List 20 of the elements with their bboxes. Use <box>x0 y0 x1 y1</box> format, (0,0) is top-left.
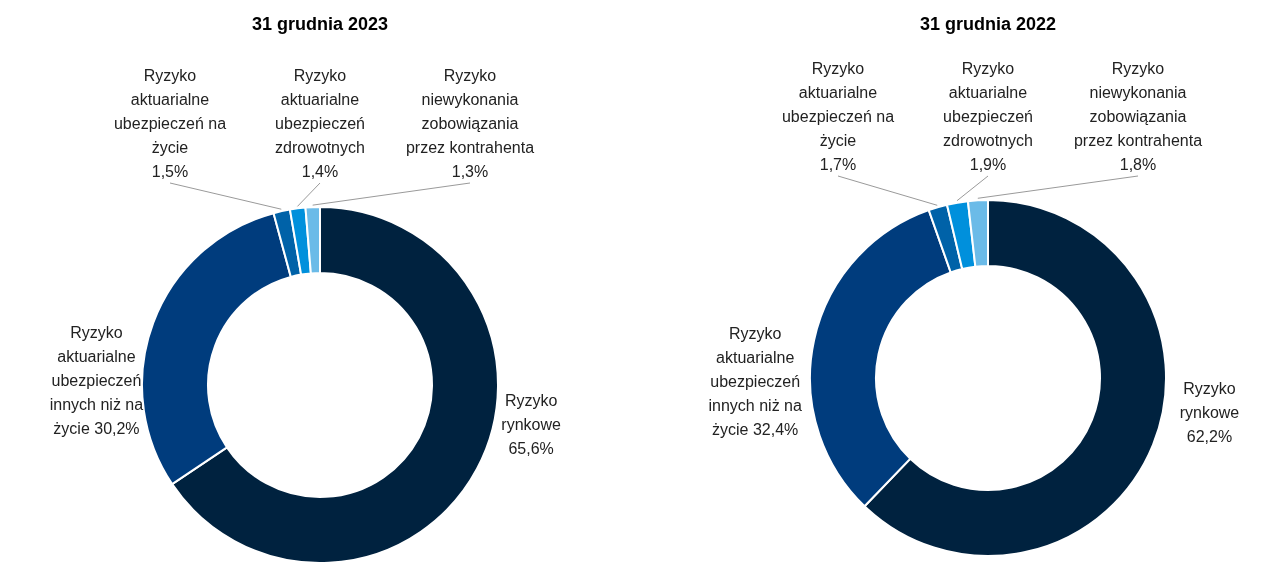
slice-label: Ryzyko niewykonania zobowiązania przez kontrahenta <box>405 67 535 156</box>
slice-label: Ryzyko aktuarialne ubezpieczeń zdrowotnych <box>275 67 365 156</box>
data-label: 1,9% <box>969 156 1007 173</box>
data-label: 1,8% <box>1119 156 1157 173</box>
slice-label: Ryzyko aktuarialne ubezpieczeń innych niż na życie 30,2% <box>49 324 144 438</box>
data-label: 65,6% <box>508 440 554 458</box>
slice-label: Ryzyko rynkowe <box>1179 379 1240 421</box>
data-label: 62,2% <box>1186 427 1233 445</box>
slice-label: Ryzyko rynkowe <box>501 392 562 434</box>
data-label: 1,5% <box>151 163 189 180</box>
slice-label: Ryzyko aktuarialne ubezpieczeń innych niż na życie 32,4% <box>708 324 802 438</box>
chart-title: 31 grudnia 2023 <box>251 14 389 34</box>
data-label: 1,3% <box>451 163 489 180</box>
data-label: 1,7% <box>819 156 857 173</box>
slice-label: Ryzyko aktuarialne ubezpieczeń na życie <box>113 67 227 156</box>
slice-label: Ryzyko aktuarialne ubezpieczeń na życie <box>781 60 895 149</box>
data-label: 1,4% <box>301 163 339 180</box>
slice-label: Ryzyko niewykonania zobowiązania przez kontrahenta <box>1073 60 1203 149</box>
chart-title: 31 grudnia 2022 <box>919 14 1057 34</box>
slice-label: Ryzyko aktuarialne ubezpieczeń zdrowotnych <box>943 60 1033 149</box>
